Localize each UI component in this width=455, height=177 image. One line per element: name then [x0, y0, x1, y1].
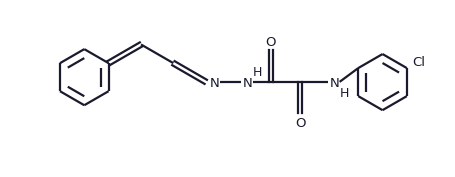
- Text: O: O: [265, 36, 275, 50]
- Text: N: N: [209, 77, 219, 90]
- Text: H: H: [253, 66, 262, 79]
- Text: O: O: [294, 117, 305, 130]
- Text: H: H: [339, 87, 348, 100]
- Text: Cl: Cl: [412, 56, 425, 69]
- Text: N: N: [243, 77, 253, 90]
- Text: N: N: [329, 77, 339, 90]
